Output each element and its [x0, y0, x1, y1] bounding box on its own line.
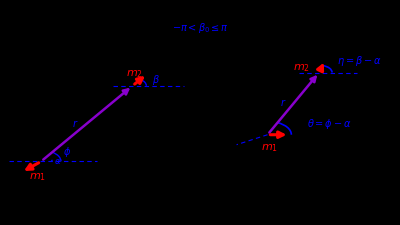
Text: $m_1$: $m_1$: [29, 171, 46, 183]
Text: $m_2$: $m_2$: [293, 62, 310, 74]
Text: $\theta = \phi - \alpha$: $\theta = \phi - \alpha$: [307, 117, 352, 131]
Text: $m_1$: $m_1$: [261, 142, 278, 154]
Text: $r$: $r$: [280, 97, 287, 108]
Text: $\eta = \beta - \alpha$: $\eta = \beta - \alpha$: [337, 54, 382, 68]
Text: $\alpha$: $\alpha$: [54, 157, 62, 166]
Text: $r$: $r$: [72, 118, 78, 129]
Text: $-\pi < \beta_0 \leq \pi$: $-\pi < \beta_0 \leq \pi$: [172, 21, 228, 35]
Text: $\beta$: $\beta$: [152, 73, 160, 87]
Text: $m_2$: $m_2$: [126, 68, 143, 80]
Text: $\phi$: $\phi$: [63, 145, 71, 159]
